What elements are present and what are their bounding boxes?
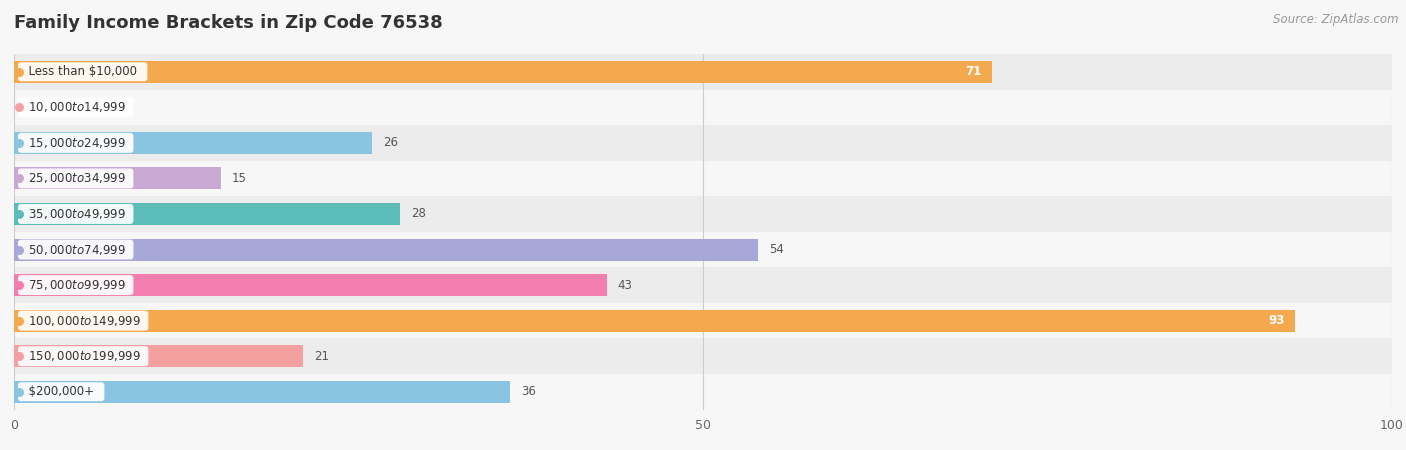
Bar bbox=[14, 310, 1295, 332]
Text: Source: ZipAtlas.com: Source: ZipAtlas.com bbox=[1274, 14, 1399, 27]
Text: 26: 26 bbox=[384, 136, 398, 149]
Bar bbox=[14, 374, 1392, 410]
Bar bbox=[14, 54, 1392, 90]
Bar bbox=[14, 345, 304, 367]
Text: 54: 54 bbox=[769, 243, 785, 256]
Text: $25,000 to $34,999: $25,000 to $34,999 bbox=[21, 171, 131, 185]
Text: 21: 21 bbox=[315, 350, 329, 363]
Text: Family Income Brackets in Zip Code 76538: Family Income Brackets in Zip Code 76538 bbox=[14, 14, 443, 32]
Bar bbox=[14, 196, 1392, 232]
Bar bbox=[14, 203, 399, 225]
Text: $10,000 to $14,999: $10,000 to $14,999 bbox=[21, 100, 131, 114]
Text: $15,000 to $24,999: $15,000 to $24,999 bbox=[21, 136, 131, 150]
Text: Less than $10,000: Less than $10,000 bbox=[21, 65, 145, 78]
Bar bbox=[14, 132, 373, 154]
Bar bbox=[14, 274, 606, 296]
Bar bbox=[14, 303, 1392, 338]
Bar bbox=[14, 238, 758, 261]
Text: $75,000 to $99,999: $75,000 to $99,999 bbox=[21, 278, 131, 292]
Text: $200,000+: $200,000+ bbox=[21, 385, 101, 398]
Text: 36: 36 bbox=[522, 385, 536, 398]
Text: 15: 15 bbox=[232, 172, 246, 185]
Bar bbox=[14, 125, 1392, 161]
Text: 71: 71 bbox=[965, 65, 981, 78]
Bar bbox=[14, 161, 1392, 196]
Text: 93: 93 bbox=[1268, 314, 1285, 327]
Bar bbox=[14, 232, 1392, 267]
Text: 0: 0 bbox=[25, 101, 32, 114]
Text: $35,000 to $49,999: $35,000 to $49,999 bbox=[21, 207, 131, 221]
Bar bbox=[14, 61, 993, 83]
Text: $150,000 to $199,999: $150,000 to $199,999 bbox=[21, 349, 145, 363]
Text: 43: 43 bbox=[617, 279, 633, 292]
Text: 28: 28 bbox=[411, 207, 426, 220]
Bar bbox=[14, 267, 1392, 303]
Bar bbox=[14, 338, 1392, 374]
Bar bbox=[14, 90, 1392, 125]
Text: $50,000 to $74,999: $50,000 to $74,999 bbox=[21, 243, 131, 256]
Bar bbox=[14, 167, 221, 189]
Bar bbox=[14, 381, 510, 403]
Text: $100,000 to $149,999: $100,000 to $149,999 bbox=[21, 314, 145, 328]
